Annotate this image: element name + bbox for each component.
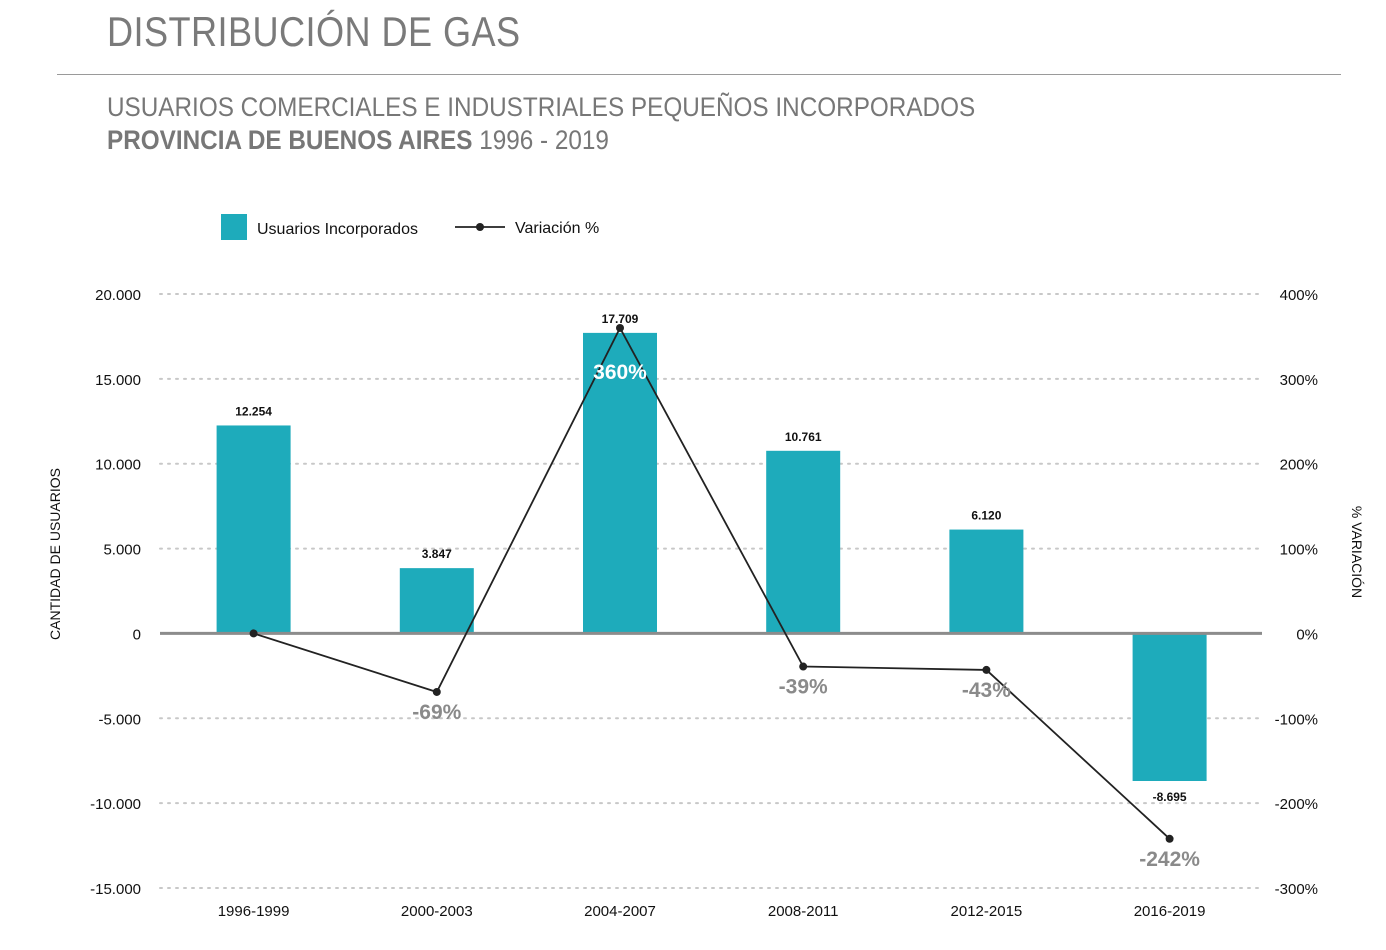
- bar-value-label: 6.120: [971, 509, 1001, 523]
- bar: [1132, 633, 1207, 781]
- y-tick-label: 20.000: [95, 287, 141, 304]
- bar: [766, 450, 841, 634]
- y2-tick-label: 400%: [1280, 287, 1318, 304]
- variation-line: [253, 325, 1171, 840]
- variation-point: [249, 629, 258, 638]
- y-tick-label: 15.000: [95, 372, 141, 389]
- variation-label: -242%: [1139, 848, 1200, 871]
- variation-point: [799, 662, 808, 671]
- legend-line-label: Variación %: [515, 220, 599, 237]
- bar-value-label: 12.254: [235, 404, 272, 418]
- bar: [949, 529, 1024, 634]
- bar-value-label: 10.761: [785, 430, 822, 444]
- subtitle-region: PROVINCIA DE BUENOS AIRES: [107, 125, 473, 155]
- bar-value-label: 3.847: [422, 547, 452, 561]
- legend-line-marker: [476, 223, 484, 231]
- bar-series: [216, 332, 1207, 781]
- y-tick-label: 10.000: [95, 457, 141, 474]
- bar-value-label: -8.695: [1153, 790, 1187, 804]
- x-tick-label: 2000-2003: [401, 903, 473, 920]
- x-tick-label: 2004-2007: [584, 903, 656, 920]
- y2-tick-label: 100%: [1280, 542, 1318, 559]
- y2-tick-label: 300%: [1280, 372, 1318, 389]
- variation-label: 360%: [593, 361, 647, 384]
- x-tick-label: 2008-2011: [768, 903, 839, 920]
- subtitle-range: 1996 - 2019: [479, 125, 609, 155]
- variation-label: -39%: [779, 676, 828, 699]
- variation-point: [432, 687, 441, 696]
- y2-axis-title: % VARIACIÓN: [1349, 506, 1365, 598]
- title-divider: [57, 74, 1341, 75]
- variation-point: [616, 323, 624, 332]
- chart-subtitle-line1: USUARIOS COMERCIALES E INDUSTRIALES PEQU…: [107, 92, 976, 122]
- y-tick-label: 0: [133, 626, 141, 643]
- y-axis-title: CANTIDAD DE USUARIOS: [47, 468, 63, 640]
- x-tick-label: 1996-1999: [218, 903, 290, 920]
- chart-subtitle-line2: PROVINCIA DE BUENOS AIRES 1996 - 2019: [107, 125, 609, 156]
- y-tick-label: -15.000: [90, 881, 141, 898]
- y2-tick-label: 0%: [1296, 626, 1318, 643]
- legend-bar-label: Usuarios Incorporados: [257, 221, 418, 238]
- y-tick-label: -10.000: [90, 796, 141, 813]
- y2-tick-label: 200%: [1280, 457, 1318, 474]
- grid-lines: [159, 293, 1263, 889]
- y2-tick-label: -100%: [1275, 711, 1318, 728]
- axis-labels: 20.000 15.000 10.000 5.000 0 -5.000 -10.000 -15…: [47, 287, 1365, 920]
- bar: [216, 425, 291, 634]
- legend-bar-swatch: [221, 214, 247, 240]
- legend: Usuarios Incorporados Variación %: [221, 214, 599, 240]
- data-labels: 12.254 3.847 17.709 10.761 6.120 -8.695 -69% 36…: [235, 312, 1200, 871]
- variation-point: [1165, 834, 1174, 843]
- bar: [583, 332, 657, 634]
- variation-line-series: [249, 323, 1174, 843]
- y-tick-label: -5.000: [98, 711, 141, 728]
- y-tick-label: 5.000: [103, 542, 141, 559]
- variation-label: -43%: [962, 679, 1011, 702]
- x-tick-label: 2012-2015: [951, 903, 1023, 920]
- y2-tick-label: -300%: [1275, 881, 1318, 898]
- page-title: DISTRIBUCIÓN DE GAS: [107, 8, 521, 55]
- y2-tick-label: -200%: [1275, 796, 1318, 813]
- x-tick-label: 2016-2019: [1134, 903, 1206, 920]
- variation-label: -69%: [412, 701, 461, 724]
- bar: [399, 568, 474, 634]
- bar-value-label: 17.709: [602, 312, 639, 326]
- variation-point: [982, 665, 991, 674]
